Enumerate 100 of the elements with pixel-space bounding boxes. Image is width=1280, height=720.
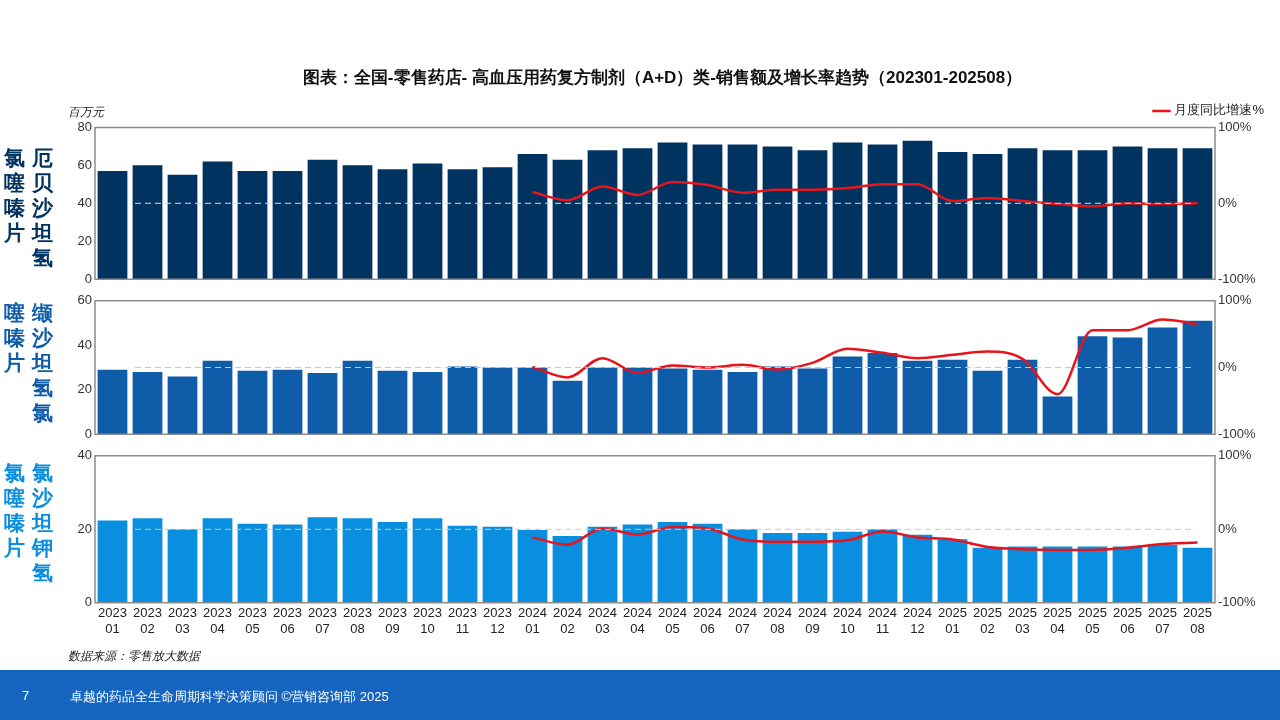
x-tick-label: 2024 11 bbox=[868, 605, 897, 636]
x-tick-label: 2023 08 bbox=[343, 605, 372, 636]
bar bbox=[1182, 320, 1213, 435]
x-tick-label: 2024 03 bbox=[588, 605, 617, 636]
bar bbox=[657, 368, 688, 435]
y2-tick-label: -100% bbox=[1218, 425, 1257, 441]
bar bbox=[482, 526, 513, 603]
bar bbox=[1007, 148, 1038, 280]
bar bbox=[622, 367, 653, 435]
bar bbox=[1042, 546, 1073, 603]
bar bbox=[552, 535, 583, 603]
x-tick-label: 2025 02 bbox=[973, 605, 1002, 636]
bar bbox=[692, 144, 723, 280]
text: 7 bbox=[22, 688, 30, 703]
bar bbox=[517, 367, 548, 435]
bar bbox=[272, 524, 303, 603]
x-tick-label: 2023 06 bbox=[273, 605, 302, 636]
bar bbox=[412, 371, 443, 435]
x-tick-label: 2024 06 bbox=[693, 605, 722, 636]
y-tick-label: 20 bbox=[77, 520, 92, 536]
bar bbox=[307, 517, 338, 603]
bar bbox=[167, 174, 198, 280]
y-tick-label: 80 bbox=[77, 118, 92, 134]
bar bbox=[587, 150, 618, 280]
x-tick-label: 2024 04 bbox=[623, 605, 652, 636]
bar bbox=[762, 366, 793, 435]
source-note: 数据来源：零售放大数据 bbox=[68, 648, 200, 665]
bar bbox=[902, 534, 933, 603]
bar bbox=[167, 376, 198, 435]
bar bbox=[412, 163, 443, 280]
bar bbox=[867, 529, 898, 603]
x-tick-label: 2025 06 bbox=[1113, 605, 1142, 636]
x-tick-label: 2023 02 bbox=[133, 605, 162, 636]
x-tick-label: 2024 02 bbox=[553, 605, 582, 636]
y2-tick-label: 100% bbox=[1218, 447, 1252, 463]
y-tick-label: 40 bbox=[77, 447, 92, 463]
y2-tick-label: 100% bbox=[1218, 118, 1252, 134]
y2-tick-label: 0% bbox=[1218, 520, 1238, 536]
text: 卓越的药品全生命周期科学决策顾问 ©营销咨询部 2025 bbox=[70, 688, 389, 706]
bar bbox=[167, 529, 198, 603]
bar bbox=[1077, 336, 1108, 435]
x-tick-label: 2023 10 bbox=[413, 605, 442, 636]
bar bbox=[1112, 146, 1143, 280]
bar bbox=[482, 367, 513, 435]
y-tick-label: 20 bbox=[77, 232, 92, 248]
bar bbox=[657, 142, 688, 280]
bar bbox=[692, 523, 723, 603]
bar bbox=[1007, 359, 1038, 435]
bar bbox=[587, 526, 618, 603]
bar bbox=[377, 521, 408, 603]
bar bbox=[902, 360, 933, 435]
x-tick-label: 2024 08 bbox=[763, 605, 792, 636]
bar bbox=[202, 518, 233, 603]
x-tick-label: 2023 03 bbox=[168, 605, 197, 636]
x-tick-label: 2025 01 bbox=[938, 605, 967, 636]
bar bbox=[867, 353, 898, 435]
bar bbox=[237, 171, 268, 280]
y-tick-label: 0 bbox=[84, 270, 92, 286]
bar bbox=[1007, 546, 1038, 603]
bar bbox=[762, 532, 793, 603]
x-tick-label: 2023 01 bbox=[98, 605, 127, 636]
bar bbox=[342, 360, 373, 435]
bar bbox=[867, 144, 898, 280]
bar bbox=[797, 150, 828, 280]
x-tick-label: 2024 09 bbox=[798, 605, 827, 636]
bar bbox=[1182, 148, 1213, 280]
bar bbox=[622, 524, 653, 603]
bar bbox=[307, 373, 338, 435]
x-tick-label: 2024 12 bbox=[903, 605, 932, 636]
bar bbox=[832, 531, 863, 603]
bar bbox=[1147, 545, 1178, 603]
text: 百万元 bbox=[68, 104, 104, 121]
bar bbox=[202, 161, 233, 280]
bar bbox=[377, 370, 408, 435]
bar bbox=[237, 370, 268, 435]
bar bbox=[517, 153, 548, 280]
line-series bbox=[531, 525, 1199, 552]
bar bbox=[937, 152, 968, 280]
bar bbox=[1147, 148, 1178, 280]
bar bbox=[1182, 547, 1213, 603]
y2-tick-label: 0% bbox=[1218, 194, 1238, 210]
bar bbox=[1077, 546, 1108, 603]
bar bbox=[1112, 546, 1143, 603]
chart-title: 图表：全国-零售药店- 高血压用药复方制剂（A+D）类-销售额及增长率趋势（202301-202508） bbox=[302, 67, 1023, 87]
y2-tick-label: -100% bbox=[1218, 594, 1257, 610]
x-tick-label: 2024 01 bbox=[518, 605, 547, 636]
bar bbox=[97, 520, 128, 603]
bar bbox=[622, 148, 653, 280]
bar bbox=[517, 530, 548, 603]
text: 厄贝沙坦氢氯噻嗪片 bbox=[3, 146, 53, 269]
y-tick-label: 0 bbox=[84, 594, 92, 610]
bar bbox=[727, 371, 758, 435]
bar bbox=[762, 146, 793, 280]
bar bbox=[727, 529, 758, 603]
bar bbox=[97, 171, 128, 280]
bar bbox=[132, 518, 163, 603]
bar bbox=[307, 159, 338, 280]
x-tick-label: 2024 10 bbox=[833, 605, 862, 636]
x-tick-label: 2023 09 bbox=[378, 605, 407, 636]
bar bbox=[832, 142, 863, 280]
